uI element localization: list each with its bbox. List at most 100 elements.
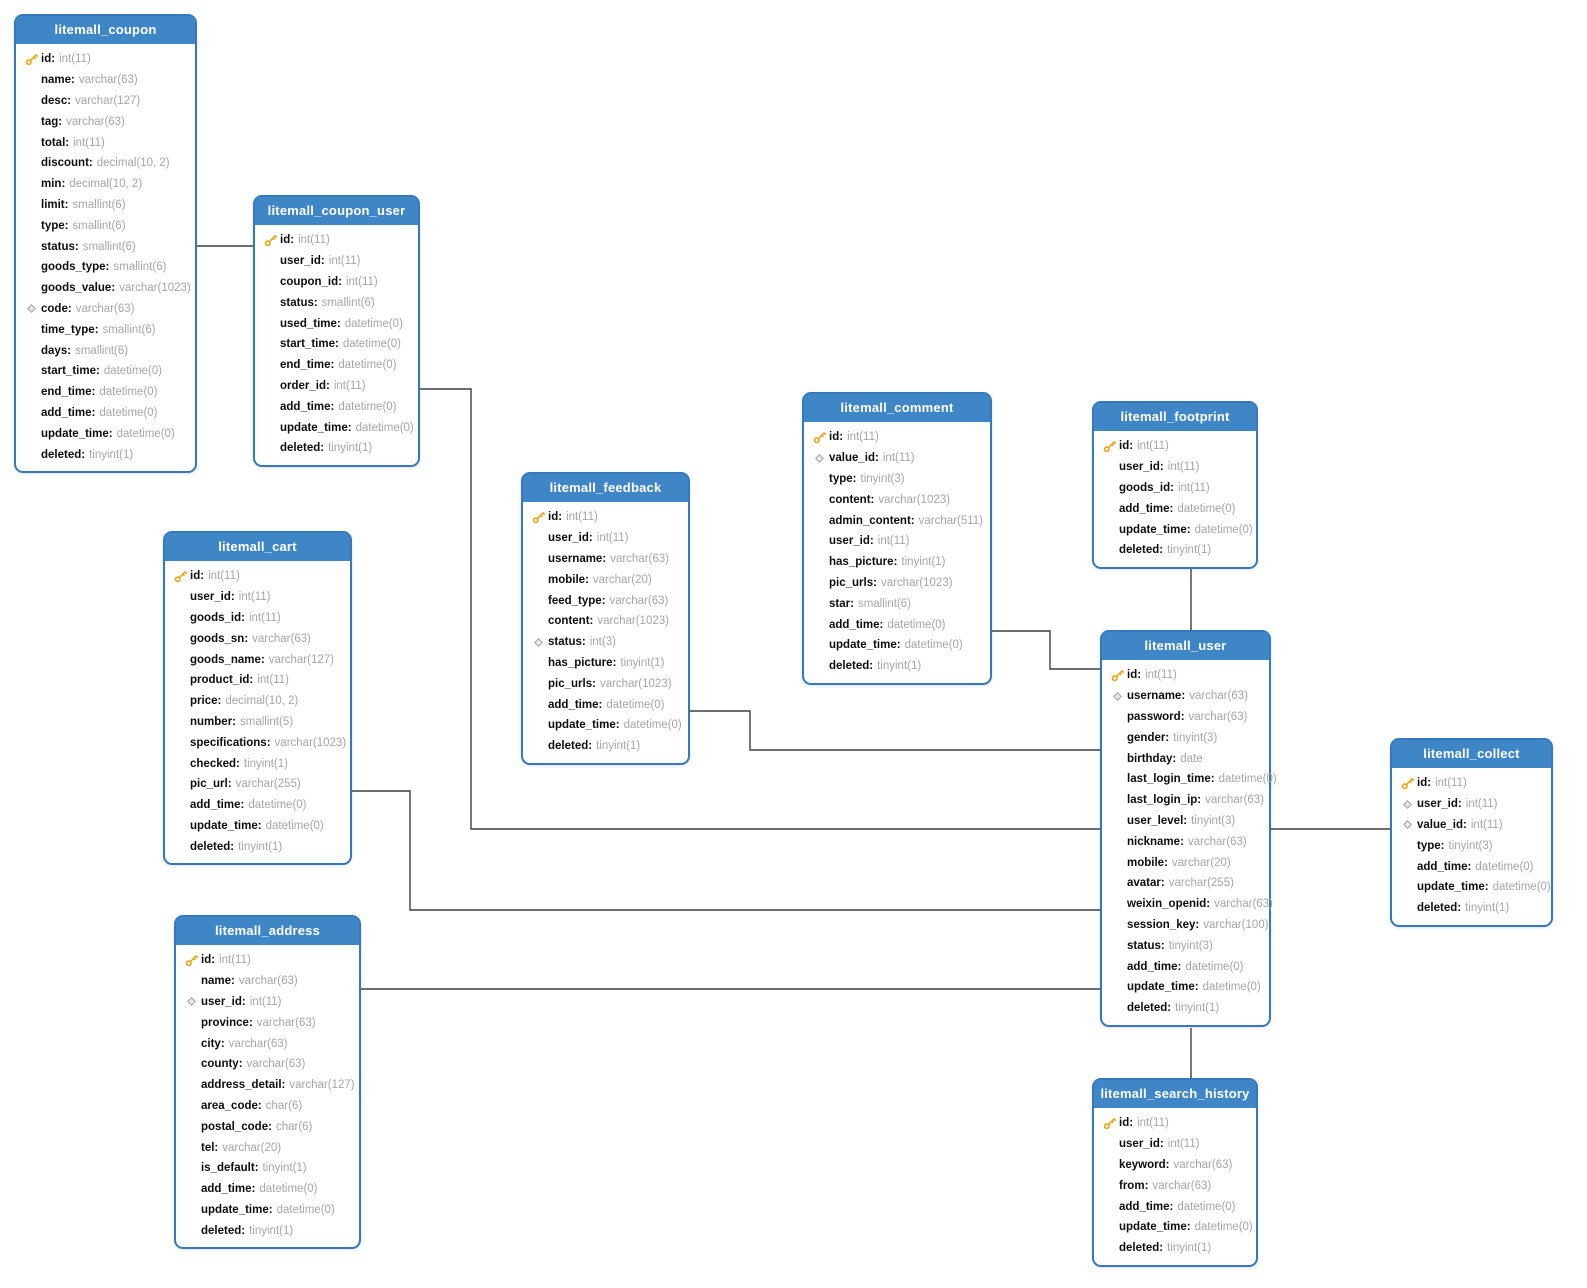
field-row[interactable]: tag varchar(63): [21, 111, 189, 132]
field-row[interactable]: session_key varchar(100): [1107, 915, 1268, 936]
field-row[interactable]: checkedtinyint(1): [170, 753, 344, 774]
field-row[interactable]: namevarchar(63): [21, 70, 189, 91]
field-row[interactable]: number smallint(5): [170, 712, 344, 733]
field-row[interactable]: limit smallint(6): [21, 195, 189, 216]
field-row[interactable]: provincevarchar(63): [181, 1012, 353, 1033]
table-litemall_comment[interactable]: litemall_commentidint(11)value_idint(11)…: [802, 392, 992, 685]
field-row[interactable]: content varchar(1023): [528, 611, 682, 632]
table-litemall_address[interactable]: litemall_address idint(11)namevarchar(63)…: [174, 915, 361, 1250]
field-row[interactable]: deleted tinyint(1): [1099, 540, 1250, 561]
table-header[interactable]: litemall_user: [1102, 632, 1269, 660]
table-litemall_feedback[interactable]: litemall_feedbackidint(11)user_idint(11)…: [521, 472, 690, 765]
field-row[interactable]: typetinyint(3): [1397, 835, 1545, 856]
field-row[interactable]: pic_urlsvarchar(1023): [809, 573, 984, 594]
field-row[interactable]: keywordvarchar(63): [1099, 1155, 1250, 1176]
field-row[interactable]: cityvarchar(63): [181, 1033, 353, 1054]
field-row[interactable]: price decimal(10, 2): [170, 691, 344, 712]
field-row[interactable]: user_idint(11): [181, 992, 353, 1013]
field-row[interactable]: deleted tinyint(1): [1099, 1238, 1250, 1259]
field-row[interactable]: total int(11): [21, 132, 189, 153]
field-row[interactable]: from varchar(63): [1099, 1175, 1250, 1196]
field-row[interactable]: user_idint(11): [260, 251, 412, 272]
field-row[interactable]: add_time datetime(0): [1099, 498, 1250, 519]
field-row[interactable]: update_timedatetime(0): [170, 816, 344, 837]
table-header[interactable]: litemall_address: [176, 917, 359, 945]
field-row[interactable]: add_time datetime(0): [1107, 956, 1263, 977]
table-litemall_coupon[interactable]: litemall_couponidint(11)namevarchar(63)d…: [14, 14, 197, 473]
field-row[interactable]: update_timedatetime(0): [260, 417, 414, 438]
field-row[interactable]: goods_namevarchar(127): [170, 649, 344, 670]
field-row[interactable]: deleted tinyint(1): [170, 836, 344, 857]
table-litemall_collect[interactable]: litemall_collectidint(11)user_idint(11)v…: [1390, 738, 1553, 927]
field-row[interactable]: area_codechar(6): [181, 1096, 353, 1117]
field-row[interactable]: min decimal(10, 2): [21, 174, 189, 195]
field-row[interactable]: update_timedatetime(0): [1397, 877, 1551, 898]
field-row[interactable]: id int(11): [1099, 436, 1250, 457]
field-row[interactable]: add_time datetime(0): [809, 614, 984, 635]
field-row[interactable]: username varchar(63): [1107, 686, 1263, 707]
table-header[interactable]: litemall_comment: [804, 394, 990, 422]
field-row[interactable]: update_timedatetime(0): [181, 1200, 353, 1221]
field-row[interactable]: user_idint(11): [528, 528, 682, 549]
field-row[interactable]: last_login_timedatetime(0): [1107, 769, 1277, 790]
field-row[interactable]: gender tinyint(3): [1107, 727, 1263, 748]
field-row[interactable]: start_timedatetime(0): [260, 334, 412, 355]
field-row[interactable]: discountdecimal(10, 2): [21, 153, 189, 174]
field-row[interactable]: id int(11): [1397, 773, 1545, 794]
field-row[interactable]: add_time datetime(0): [21, 403, 189, 424]
field-row[interactable]: typesmallint(6): [21, 215, 189, 236]
field-row[interactable]: value_idint(11): [809, 448, 984, 469]
field-row[interactable]: deleted tinyint(1): [528, 736, 682, 757]
field-row[interactable]: coupon_idint(11): [260, 272, 412, 293]
field-row[interactable]: postal_codechar(6): [181, 1116, 353, 1137]
field-row[interactable]: codevarchar(63): [21, 299, 189, 320]
field-row[interactable]: mobilevarchar(20): [528, 569, 682, 590]
field-row[interactable]: product_id int(11): [170, 670, 344, 691]
field-row[interactable]: nicknamevarchar(63): [1107, 831, 1263, 852]
field-row[interactable]: id int(11): [181, 950, 353, 971]
table-header[interactable]: litemall_coupon_user: [255, 197, 418, 225]
field-row[interactable]: user_idint(11): [1397, 794, 1545, 815]
field-row[interactable]: mobilevarchar(20): [1107, 852, 1263, 873]
table-litemall_cart[interactable]: litemall_cartidint(11)user_idint(11)good…: [163, 531, 352, 866]
field-row[interactable]: update_timedatetime(0): [21, 423, 189, 444]
field-row[interactable]: passwordvarchar(63): [1107, 707, 1263, 728]
field-row[interactable]: end_time datetime(0): [260, 355, 412, 376]
field-row[interactable]: deleted tinyint(1): [260, 438, 412, 459]
field-row[interactable]: starsmallint(6): [809, 593, 984, 614]
field-row[interactable]: statusint(3): [528, 632, 682, 653]
field-row[interactable]: birthday date: [1107, 748, 1263, 769]
field-row[interactable]: add_time datetime(0): [181, 1179, 353, 1200]
table-litemall_user[interactable]: litemall_user idint(11)usernamevarchar(63…: [1100, 630, 1277, 1027]
field-row[interactable]: add_time datetime(0): [1099, 1196, 1250, 1217]
field-row[interactable]: statussmallint(6): [21, 236, 189, 257]
field-row[interactable]: update_timedatetime(0): [528, 715, 682, 736]
field-row[interactable]: id int(11): [1107, 665, 1263, 686]
field-row[interactable]: goods_type smallint(6): [21, 257, 189, 278]
field-row[interactable]: typetinyint(3): [809, 469, 984, 490]
field-row[interactable]: deleted tinyint(1): [809, 656, 984, 677]
field-row[interactable]: deleted tinyint(1): [1397, 898, 1545, 919]
field-row[interactable]: update_timedatetime(0): [1099, 519, 1253, 540]
field-row[interactable]: goods_value varchar(1023): [21, 278, 191, 299]
field-row[interactable]: user_idint(11): [1099, 457, 1250, 478]
field-row[interactable]: statustinyint(3): [1107, 935, 1263, 956]
field-row[interactable]: goods_idint(11): [1099, 478, 1250, 499]
field-row[interactable]: has_picture tinyint(1): [809, 552, 984, 573]
field-row[interactable]: has_picture tinyint(1): [528, 653, 682, 674]
field-row[interactable]: user_level tinyint(3): [1107, 811, 1263, 832]
field-row[interactable]: admin_contentvarchar(511): [809, 510, 984, 531]
field-row[interactable]: feed_typevarchar(63): [528, 590, 682, 611]
field-row[interactable]: pic_urlvarchar(255): [170, 774, 344, 795]
field-row[interactable]: pic_urlsvarchar(1023): [528, 673, 682, 694]
field-row[interactable]: content varchar(1023): [809, 489, 984, 510]
table-litemall_search_history[interactable]: litemall_search_historyidint(11)user_idi…: [1092, 1078, 1258, 1267]
field-row[interactable]: used_timedatetime(0): [260, 313, 412, 334]
field-row[interactable]: address_detail varchar(127): [181, 1075, 355, 1096]
field-row[interactable]: user_idint(11): [809, 531, 984, 552]
field-row[interactable]: namevarchar(63): [181, 971, 353, 992]
table-header[interactable]: litemall_feedback: [523, 474, 688, 502]
field-row[interactable]: deleted tinyint(1): [21, 444, 189, 465]
field-row[interactable]: add_time datetime(0): [260, 396, 412, 417]
field-row[interactable]: id int(11): [1099, 1113, 1250, 1134]
